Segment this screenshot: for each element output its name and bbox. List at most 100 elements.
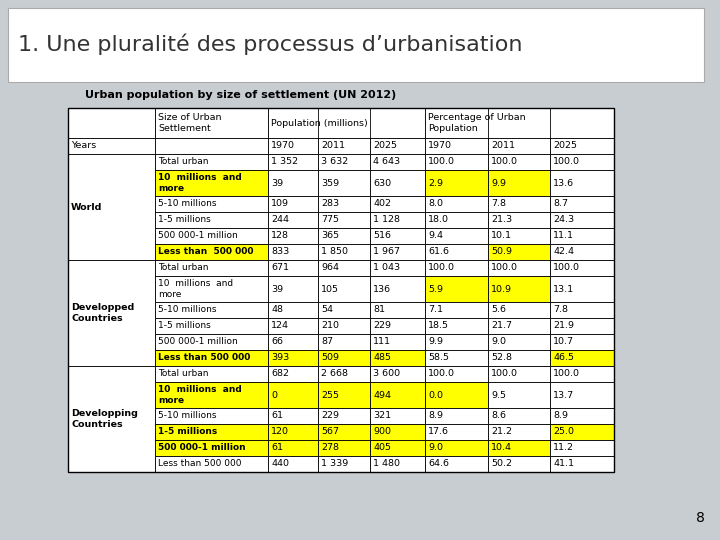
Bar (488, 350, 550, 366)
Text: 13.7: 13.7 (553, 390, 574, 400)
Bar (268, 228, 318, 244)
Text: 10.1: 10.1 (491, 232, 512, 240)
Text: Years: Years (71, 141, 96, 151)
Text: 440: 440 (271, 460, 289, 469)
Text: 2011: 2011 (491, 141, 515, 151)
Bar (155, 318, 268, 334)
Text: 9.0: 9.0 (491, 338, 506, 347)
Bar (155, 424, 268, 440)
Bar (155, 456, 268, 472)
Bar (268, 138, 318, 154)
Bar (68, 108, 614, 472)
Bar (318, 170, 370, 196)
Text: 13.1: 13.1 (553, 285, 574, 294)
Text: 244: 244 (271, 215, 289, 225)
Bar (155, 382, 268, 408)
Text: 405: 405 (373, 443, 391, 453)
Bar (488, 382, 550, 408)
Text: Less than  500 000: Less than 500 000 (158, 247, 253, 256)
Text: 105: 105 (321, 285, 339, 294)
Bar (425, 366, 488, 382)
Bar (318, 408, 370, 424)
Bar (268, 350, 318, 366)
Bar (68, 366, 155, 472)
Bar (488, 334, 550, 350)
Bar (550, 196, 614, 212)
Text: 46.5: 46.5 (553, 354, 574, 362)
Bar (155, 440, 268, 456)
Text: 120: 120 (271, 428, 289, 436)
Text: 58.5: 58.5 (428, 354, 449, 362)
Text: 9.9: 9.9 (428, 338, 443, 347)
Bar (8, 8, 704, 82)
Text: 10  millions  and
more: 10 millions and more (158, 279, 233, 299)
Bar (318, 228, 370, 244)
Bar (550, 424, 614, 440)
Text: 5-10 millions: 5-10 millions (158, 199, 217, 208)
Text: 4 643: 4 643 (373, 158, 400, 166)
Bar (318, 154, 370, 170)
Text: Percentage of Urban
Population: Percentage of Urban Population (428, 113, 526, 133)
Bar (425, 456, 488, 472)
Text: 2011: 2011 (321, 141, 345, 151)
Bar (550, 276, 614, 302)
Text: 100.0: 100.0 (491, 264, 518, 273)
Bar (488, 440, 550, 456)
Text: 100.0: 100.0 (553, 158, 580, 166)
Bar (155, 244, 268, 260)
Text: 24.3: 24.3 (553, 215, 574, 225)
Text: 9.9: 9.9 (491, 179, 506, 187)
Bar (370, 424, 425, 440)
Text: 2025: 2025 (373, 141, 397, 151)
Bar (370, 276, 425, 302)
Text: 775: 775 (321, 215, 339, 225)
Bar (488, 196, 550, 212)
Text: 21.7: 21.7 (491, 321, 512, 330)
Text: 9.5: 9.5 (491, 390, 506, 400)
Bar (318, 456, 370, 472)
Bar (370, 260, 425, 276)
Bar (550, 138, 614, 154)
Bar (425, 318, 488, 334)
Bar (488, 244, 550, 260)
Text: 128: 128 (271, 232, 289, 240)
Bar (425, 108, 614, 138)
Text: 1 043: 1 043 (373, 264, 400, 273)
Bar (425, 170, 488, 196)
Text: 1 967: 1 967 (373, 247, 400, 256)
Text: Total urban: Total urban (158, 264, 209, 273)
Text: 229: 229 (321, 411, 339, 421)
Bar (550, 244, 614, 260)
Text: 7.1: 7.1 (428, 306, 443, 314)
Text: 21.2: 21.2 (491, 428, 512, 436)
Bar (155, 108, 268, 138)
Bar (268, 196, 318, 212)
Text: 1-5 millions: 1-5 millions (158, 321, 211, 330)
Bar (370, 456, 425, 472)
Bar (268, 318, 318, 334)
Text: 100.0: 100.0 (428, 369, 455, 379)
Bar (550, 382, 614, 408)
Bar (550, 318, 614, 334)
Text: 5-10 millions: 5-10 millions (158, 411, 217, 421)
Bar (268, 276, 318, 302)
Bar (425, 334, 488, 350)
Bar (155, 350, 268, 366)
Bar (268, 366, 318, 382)
Text: 964: 964 (321, 264, 339, 273)
Bar (318, 318, 370, 334)
Text: 321: 321 (373, 411, 391, 421)
Text: 500 000-1 million: 500 000-1 million (158, 232, 238, 240)
Text: 21.9: 21.9 (553, 321, 574, 330)
Text: 61: 61 (271, 411, 283, 421)
Bar (155, 138, 268, 154)
Bar (68, 108, 155, 138)
Text: 1-5 millions: 1-5 millions (158, 428, 217, 436)
Bar (550, 302, 614, 318)
Bar (370, 212, 425, 228)
Text: 136: 136 (373, 285, 391, 294)
Bar (370, 382, 425, 408)
Bar (155, 276, 268, 302)
Bar (318, 196, 370, 212)
Text: 1 850: 1 850 (321, 247, 348, 256)
